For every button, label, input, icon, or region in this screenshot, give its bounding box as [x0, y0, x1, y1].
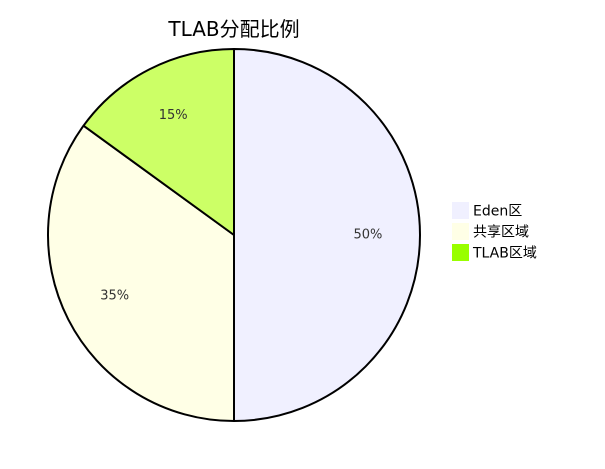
legend-swatch-1	[452, 202, 469, 219]
pie-slice-label-1: 50%	[353, 228, 382, 243]
pie-slice-3	[82, 48, 235, 236]
pie-slice-labels: 50% 35% 15%	[100, 108, 382, 303]
chart-title: TLAB分配比例	[167, 17, 299, 41]
legend-label-1: Eden区	[473, 204, 522, 220]
legend-swatch-2	[452, 223, 469, 240]
pie-slice-1	[233, 48, 421, 422]
legend-swatch-3	[452, 244, 469, 261]
pie-slice-label-2: 35%	[100, 288, 129, 303]
pie-slice-label-3: 15%	[159, 108, 188, 123]
pie-slice-2	[47, 124, 235, 422]
pie-slices	[47, 48, 421, 422]
legend-label-3: TLAB区域	[472, 246, 537, 262]
legend-label-2: 共享区域	[473, 224, 529, 241]
